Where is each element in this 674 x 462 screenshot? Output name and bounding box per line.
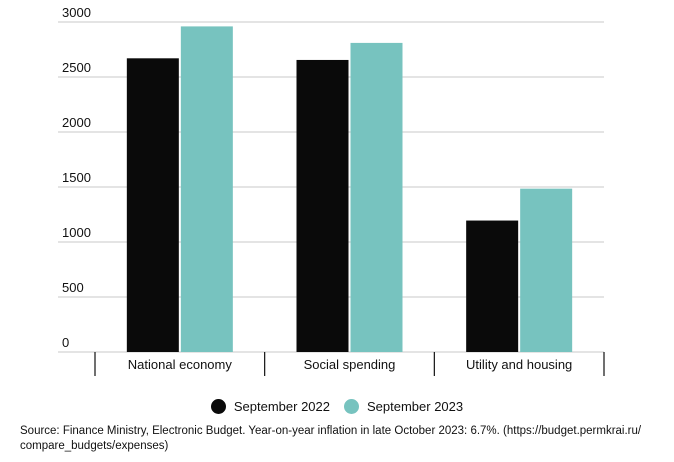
bars [126, 26, 573, 353]
x-axis: National economy Social spending Utility a… [94, 352, 605, 376]
x-tick-label: National economy [128, 357, 233, 372]
legend-item-series-2: September 2023 [344, 398, 464, 414]
legend-item-series-1: September 2022 [210, 398, 330, 414]
bar-2-social-spending [350, 42, 403, 353]
y-tick-labels: 0 500 1000 1500 2000 2500 3000 [62, 5, 91, 350]
x-tick-label: Social spending [304, 357, 396, 372]
legend-swatch-series-2 [344, 398, 359, 414]
bar-2-utility-and-housing [520, 188, 573, 352]
y-tick-label: 2500 [62, 60, 91, 75]
source-note: Source: Finance Ministry, Electronic Bud… [20, 425, 642, 452]
y-tick-label: 1500 [62, 170, 91, 185]
legend-swatch-series-1 [210, 398, 226, 414]
x-tick-label: Utility and housing [466, 357, 572, 372]
legend-label-series-2: September 2023 [367, 398, 464, 414]
bar-1-national-economy [126, 58, 179, 353]
y-tick-label: 2000 [62, 115, 91, 130]
bar-1-utility-and-housing [466, 220, 519, 352]
bar-1-social-spending [296, 59, 349, 352]
legend-label-series-1: September 2022 [233, 398, 330, 414]
legend: September 2022 September 2023 [0, 396, 674, 416]
y-tick-label: 3000 [62, 5, 91, 20]
y-tick-label: 1000 [62, 225, 91, 240]
y-tick-label: 500 [62, 280, 84, 295]
y-tick-label: 0 [62, 335, 69, 350]
bar-2-national-economy [180, 26, 233, 353]
